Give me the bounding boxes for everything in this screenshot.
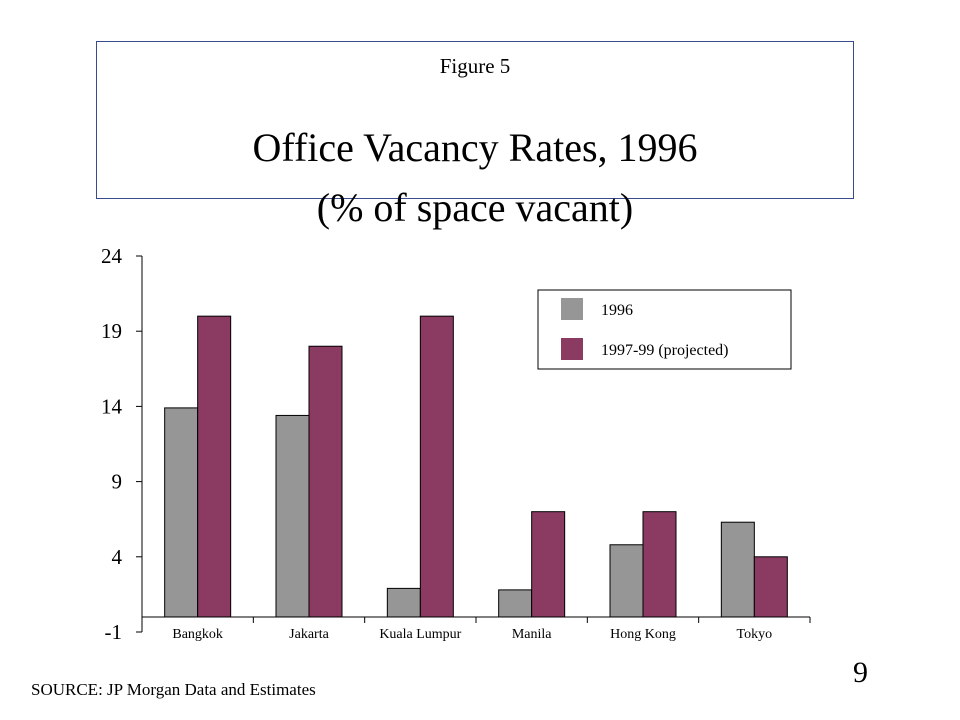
bar-projected [531,511,566,618]
title-box: Figure 5 Office Vacancy Rates, 1996 (% o… [96,41,854,228]
y-tick-label: 24 [101,244,123,268]
legend-swatch [561,298,583,320]
legend-swatch [561,338,583,360]
bar-1996 [720,521,755,618]
legend-label: 1997-99 (projected) [601,342,729,359]
chart-subtitle: (% of space vacant) [316,185,634,230]
y-tick-label: 4 [112,545,123,569]
bar-projected [308,345,343,618]
chart-title: Office Vacancy Rates, 1996 [252,125,698,170]
chart-legend: 1996 1997-99 (projected) [537,289,792,370]
bar-projected [753,556,788,618]
x-tick-label: Tokyo [737,627,773,642]
legend-label: 1996 [601,302,633,319]
bar-projected [642,511,677,618]
x-tick-label: Manila [512,627,552,642]
x-tick-label: Bangkok [172,627,223,642]
figure-label: Figure 5 [439,54,511,78]
chart-axes: 24 19 14 9 4 -1 Bangkok Jakarta Kuala Lumpur Mani… [101,244,811,644]
x-tick-label: Jakarta [289,627,329,642]
bar-1996 [275,414,310,618]
y-tick-label: 19 [101,319,122,343]
bar-projected [197,315,232,618]
y-tick-label: 14 [101,394,123,418]
bar-1996 [386,587,421,618]
page-number: 9 [853,656,868,689]
bar-1996 [609,544,644,618]
y-tick-label: 9 [112,470,123,494]
source-note: SOURCE: JP Morgan Data and Estimates [31,680,316,699]
x-tick-label: Hong Kong [610,627,676,642]
bar-projected [419,315,454,618]
chart-bars [164,315,788,618]
bar-1996 [164,407,199,618]
x-tick-label: Kuala Lumpur [379,627,461,642]
y-tick-label: -1 [105,620,123,644]
bar-1996 [498,589,533,618]
